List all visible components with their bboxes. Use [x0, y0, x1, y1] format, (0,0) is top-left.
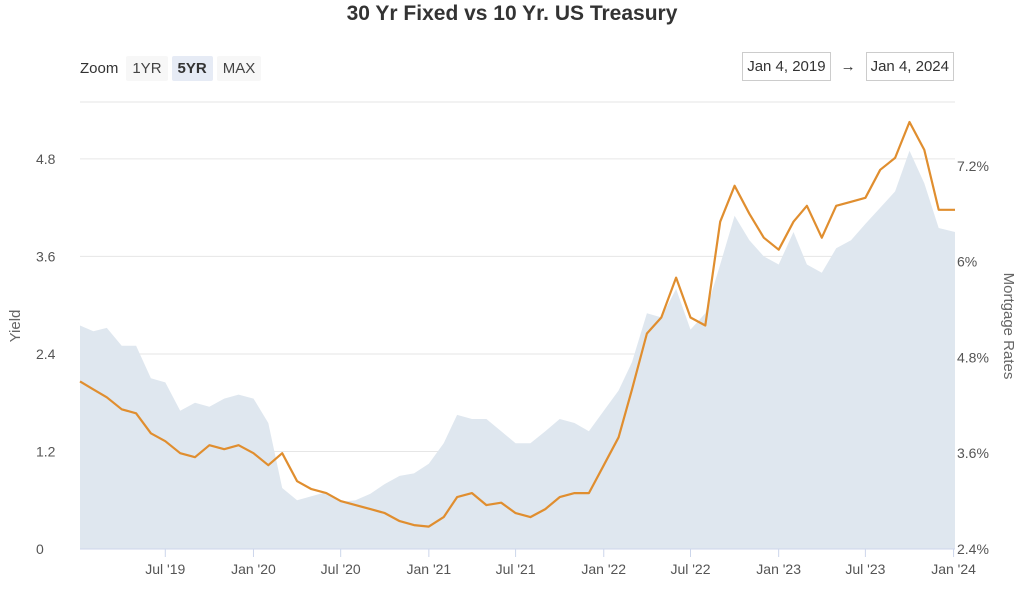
- x-tick-label: Jan '20: [231, 561, 276, 577]
- zoom-max-button[interactable]: MAX: [216, 56, 262, 81]
- y-left-tick-label: 2.4: [36, 346, 56, 362]
- y-axis-left: 0 1.2 2.4 3.6 4.8: [36, 151, 56, 557]
- x-tick-label: Jul '23: [845, 561, 885, 577]
- zoom-label: Zoom: [80, 60, 119, 77]
- x-tick-label: Jul '21: [496, 561, 536, 577]
- range-arrow-icon: →: [840, 58, 856, 75]
- range-to-input[interactable]: Jan 4, 2024: [865, 52, 954, 81]
- zoom-5yr-button[interactable]: 5YR: [171, 56, 213, 81]
- y-left-tick-label: 3.6: [36, 248, 56, 264]
- x-tick-label: Jan '22: [581, 561, 626, 577]
- y-axis-right: 2.4% 3.6% 4.8% 6% 7.2%: [957, 158, 989, 557]
- mortgage-rate-line: [79, 120, 955, 528]
- y-left-tick-label: 0: [36, 541, 44, 557]
- x-tick-label: Jul '22: [670, 561, 710, 577]
- y-right-tick-label: 3.6%: [957, 445, 989, 461]
- y-axis-left-title: Yield: [7, 310, 24, 343]
- x-tick-label: Jul '19: [145, 561, 185, 577]
- range-from-input[interactable]: Jan 4, 2019: [742, 52, 831, 81]
- chart-title: 30 Yr Fixed vs 10 Yr. US Treasury: [346, 2, 678, 25]
- x-tick-label: Jul '20: [321, 561, 361, 577]
- zoom-control: Zoom 1YR 5YR MAX: [80, 56, 262, 81]
- y-right-tick-label: 4.8%: [957, 349, 989, 365]
- y-right-tick-label: 7.2%: [957, 158, 989, 174]
- x-tick-label: Jan '23: [756, 561, 801, 577]
- y-left-tick-label: 1.2: [36, 443, 56, 459]
- zoom-1yr-button[interactable]: 1YR: [126, 56, 168, 81]
- date-range: Jan 4, 2019 → Jan 4, 2024: [742, 52, 954, 81]
- y-axis-right-title: Mortgage Rates: [1000, 273, 1017, 380]
- x-axis: Jul '19 Jan '20 Jul '20 Jan '21 Jul '21 Jan '…: [80, 548, 976, 577]
- y-right-tick-label: 2.4%: [957, 541, 989, 557]
- treasury-area: [80, 150, 955, 550]
- y-left-tick-label: 4.8: [36, 151, 56, 167]
- x-tick-label: Jan '21: [406, 561, 451, 577]
- y-right-tick-label: 6%: [957, 254, 977, 270]
- x-tick-label: Jan '24: [931, 561, 976, 577]
